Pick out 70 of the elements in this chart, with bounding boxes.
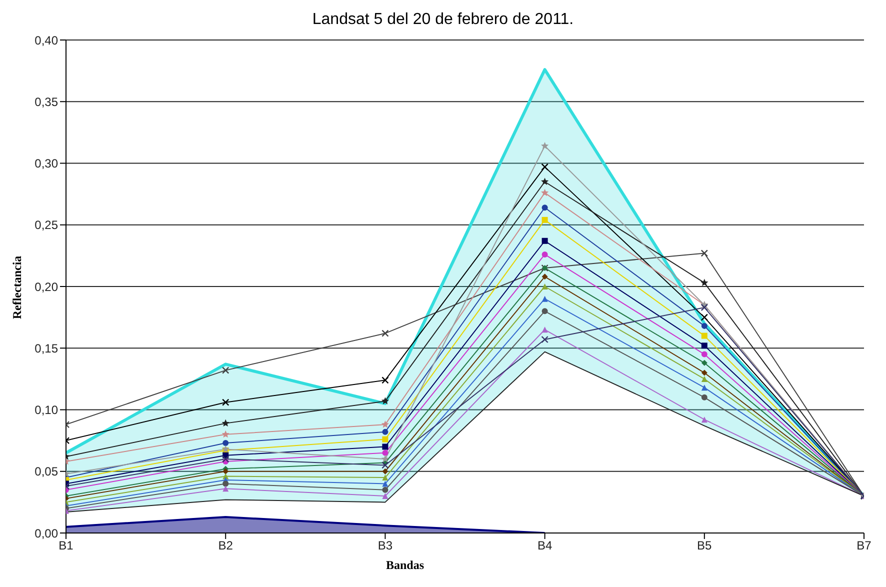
point (540, 178, 549, 185)
point (542, 284, 548, 290)
point (382, 376, 389, 384)
point (222, 366, 230, 374)
point (542, 308, 548, 314)
point (700, 314, 708, 321)
point (700, 250, 708, 257)
x-tick-label: B7 (856, 538, 872, 553)
y-tick-label: 0,40 (34, 33, 58, 48)
point (701, 322, 708, 329)
point (701, 416, 708, 423)
point (382, 480, 388, 487)
point (382, 444, 388, 450)
point (541, 163, 548, 171)
point (542, 238, 548, 244)
x-tick-label: B1 (58, 538, 74, 553)
point (222, 480, 229, 487)
point (540, 142, 549, 150)
point (382, 450, 388, 456)
point (700, 304, 708, 312)
point (700, 278, 708, 286)
y-tick-label: 0,00 (34, 526, 58, 540)
y-tick-label: 0,10 (34, 403, 58, 418)
point (382, 462, 389, 469)
y-tick-label: 0,25 (34, 218, 58, 232)
x-axis-title: Bandas (386, 558, 424, 572)
point (381, 397, 390, 404)
point (222, 430, 230, 438)
point (382, 486, 388, 493)
point (542, 251, 548, 258)
y-tick-label: 0,35 (34, 94, 58, 109)
y-tick-label: 0,30 (34, 156, 58, 171)
point (542, 326, 548, 333)
point (222, 440, 229, 446)
x-tick-label: B4 (537, 538, 552, 553)
point (382, 468, 388, 474)
point (222, 398, 230, 406)
y-tick-label: 0,20 (34, 280, 58, 294)
point (381, 455, 390, 462)
y-tick-label: 0,05 (34, 464, 58, 479)
point (541, 336, 548, 344)
point (382, 436, 388, 442)
point (701, 332, 708, 339)
y-axis-title: Reflectancia (10, 256, 26, 320)
point (701, 370, 708, 376)
point (701, 394, 708, 400)
point (540, 188, 549, 196)
point (382, 428, 388, 435)
point (382, 330, 389, 337)
point (222, 486, 229, 492)
point (222, 468, 229, 474)
point (701, 351, 708, 358)
point (701, 384, 708, 391)
point (542, 274, 548, 280)
x-tick-label: B3 (378, 538, 393, 553)
point (382, 493, 388, 500)
point (222, 455, 230, 463)
y-tick-label: 0,15 (34, 341, 58, 356)
point (701, 360, 708, 366)
chart-title: Landsat 5 del 20 de febrero de 2011. (311, 10, 575, 30)
point (542, 204, 548, 211)
x-tick-label: B5 (697, 538, 712, 553)
point (381, 420, 390, 428)
point (382, 474, 388, 481)
point (701, 376, 708, 382)
x-tick-label: B2 (218, 538, 234, 553)
point (542, 216, 548, 223)
point (701, 342, 708, 349)
point (542, 296, 548, 302)
point (222, 419, 230, 427)
